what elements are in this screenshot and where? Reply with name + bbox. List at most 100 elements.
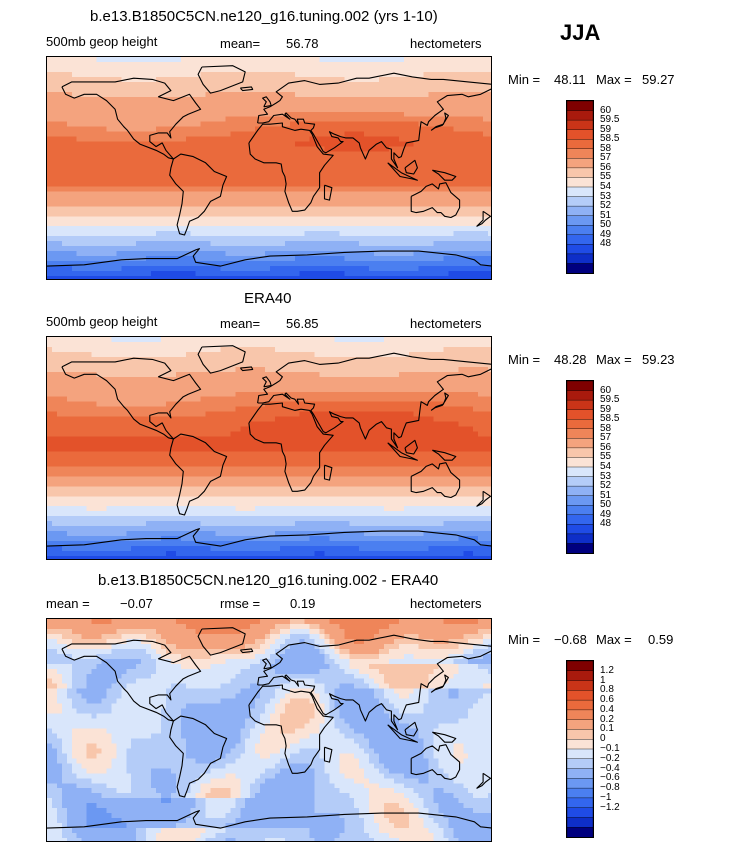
coastline (476, 772, 491, 789)
colorbar-swatch (567, 514, 593, 526)
colorbar-swatch (567, 381, 593, 392)
colorbar-tick-label: 52 (600, 480, 612, 492)
panel3-max-label: Max = (596, 632, 632, 647)
coastline (239, 648, 254, 654)
panel1-max-label: Max = (596, 72, 632, 87)
colorbar-swatch (567, 244, 593, 255)
colorbar-swatch (567, 438, 593, 449)
colorbar-swatch (567, 729, 593, 740)
panel1-min-value: 48.11 (554, 72, 586, 87)
coastline (47, 810, 491, 829)
colorbar-swatch (567, 680, 593, 692)
coastline (61, 77, 202, 160)
colorbar-swatch (567, 457, 593, 468)
panel2-min-value: 48.28 (554, 352, 587, 367)
colorbar-swatch (567, 409, 593, 420)
coastline (410, 744, 461, 781)
panel2-colorbar-svg (567, 381, 593, 553)
panel1-title: b.e13.B1850C5CN.ne120_g16.tuning.002 (yr… (90, 8, 438, 25)
colorbar-swatch (567, 670, 593, 682)
colorbar-swatch (567, 748, 593, 760)
panel2-map (46, 336, 492, 560)
colorbar-tick-label: 49 (600, 228, 612, 240)
colorbar-swatch (567, 428, 593, 440)
panel2-max-value: 59.23 (642, 352, 675, 367)
panel3-colorbar-svg (567, 661, 593, 837)
colorbar-tick-label: 50 (600, 219, 612, 231)
colorbar-tick-label: 53 (600, 190, 612, 202)
coastline (169, 715, 228, 798)
coastlines (47, 627, 491, 829)
panel3-mean-value: −0.07 (120, 596, 153, 611)
panel2-colorbar (566, 380, 594, 554)
colorbar-tick-label: −0.1 (600, 743, 620, 754)
colorbar-swatch (567, 129, 593, 140)
coastline (262, 376, 272, 388)
coastline (248, 122, 334, 212)
colorbar-tick-label: 56 (600, 161, 612, 173)
coastline (404, 159, 418, 175)
panel2-units: hectometers (410, 316, 482, 331)
panel3-title: b.e13.B1850C5CN.ne120_g16.tuning.002 - E… (98, 572, 439, 589)
colorbar-tick-label: 58.5 (600, 133, 620, 145)
colorbar-tick-label: 0.6 (600, 694, 614, 706)
colorbar-swatch (567, 167, 593, 179)
coastline (410, 182, 461, 219)
colorbar-swatch (567, 177, 593, 188)
coastline (432, 169, 457, 181)
colorbar-tick-label: −0.8 (600, 782, 620, 794)
panel1-min-label: Min = (508, 72, 541, 87)
colorbar-tick-label: 50 (600, 499, 612, 511)
colorbar-tick-label: −1 (600, 791, 612, 803)
colorbar-tick-label: 48 (600, 518, 612, 530)
colorbar-swatch (567, 533, 593, 545)
coastline (387, 724, 418, 743)
panel3-map-svg (47, 619, 491, 841)
panel3-rmse-value: 0.19 (290, 596, 316, 611)
colorbar-tick-label: 48 (600, 238, 612, 250)
coastline (262, 658, 272, 670)
colorbar-tick-label: 59.5 (600, 394, 620, 406)
colorbar-tick-label: 54 (600, 461, 612, 472)
colorbar-tick-label: 51 (600, 209, 612, 221)
coastline (47, 528, 491, 547)
panel1-max-value: 59.27 (642, 72, 675, 87)
colorbar-tick-label: 0.2 (600, 713, 614, 725)
coastline (430, 392, 449, 411)
coastline (404, 721, 418, 737)
colorbar-swatch (567, 148, 593, 160)
colorbar-swatch (567, 419, 593, 430)
colorbar-swatch (567, 139, 593, 150)
coastline (387, 442, 418, 461)
coastline (476, 210, 491, 227)
panel1-field-label: 500mb geop height (46, 34, 158, 49)
colorbar-tick-label: 58 (600, 422, 612, 434)
colorbar-swatch (567, 253, 593, 265)
coastline (257, 72, 491, 169)
colorbar-tick-label: 0.8 (600, 684, 614, 696)
colorbar-swatch (567, 101, 593, 112)
colorbar-tick-label: 60 (600, 104, 612, 116)
colorbar-tick-label: 0 (600, 733, 606, 745)
field-layer (47, 619, 491, 841)
colorbar-swatch (567, 690, 593, 701)
colorbar-tick-label: 59.5 (600, 114, 620, 126)
colorbar-swatch (567, 215, 593, 226)
colorbar-swatch (567, 476, 593, 487)
coastline (387, 162, 418, 181)
panel2-title: ERA40 (244, 290, 292, 307)
panel2-map-svg (47, 337, 491, 559)
colorbar-swatch (567, 119, 593, 131)
colorbar-tick-label: 55 (600, 451, 612, 463)
coastline (248, 402, 334, 492)
colorbar-swatch (567, 485, 593, 497)
colorbar-swatch (567, 661, 593, 672)
coastline (432, 731, 457, 743)
colorbar-swatch (567, 719, 593, 731)
panel1-mean-label: mean= (220, 36, 261, 51)
colorbar-tick-label: −0.2 (600, 752, 620, 764)
field-layer (47, 337, 491, 559)
colorbar-swatch (567, 466, 593, 478)
panel2-mean-value: 56.85 (286, 316, 319, 331)
colorbar-tick-label: 57 (600, 432, 612, 444)
